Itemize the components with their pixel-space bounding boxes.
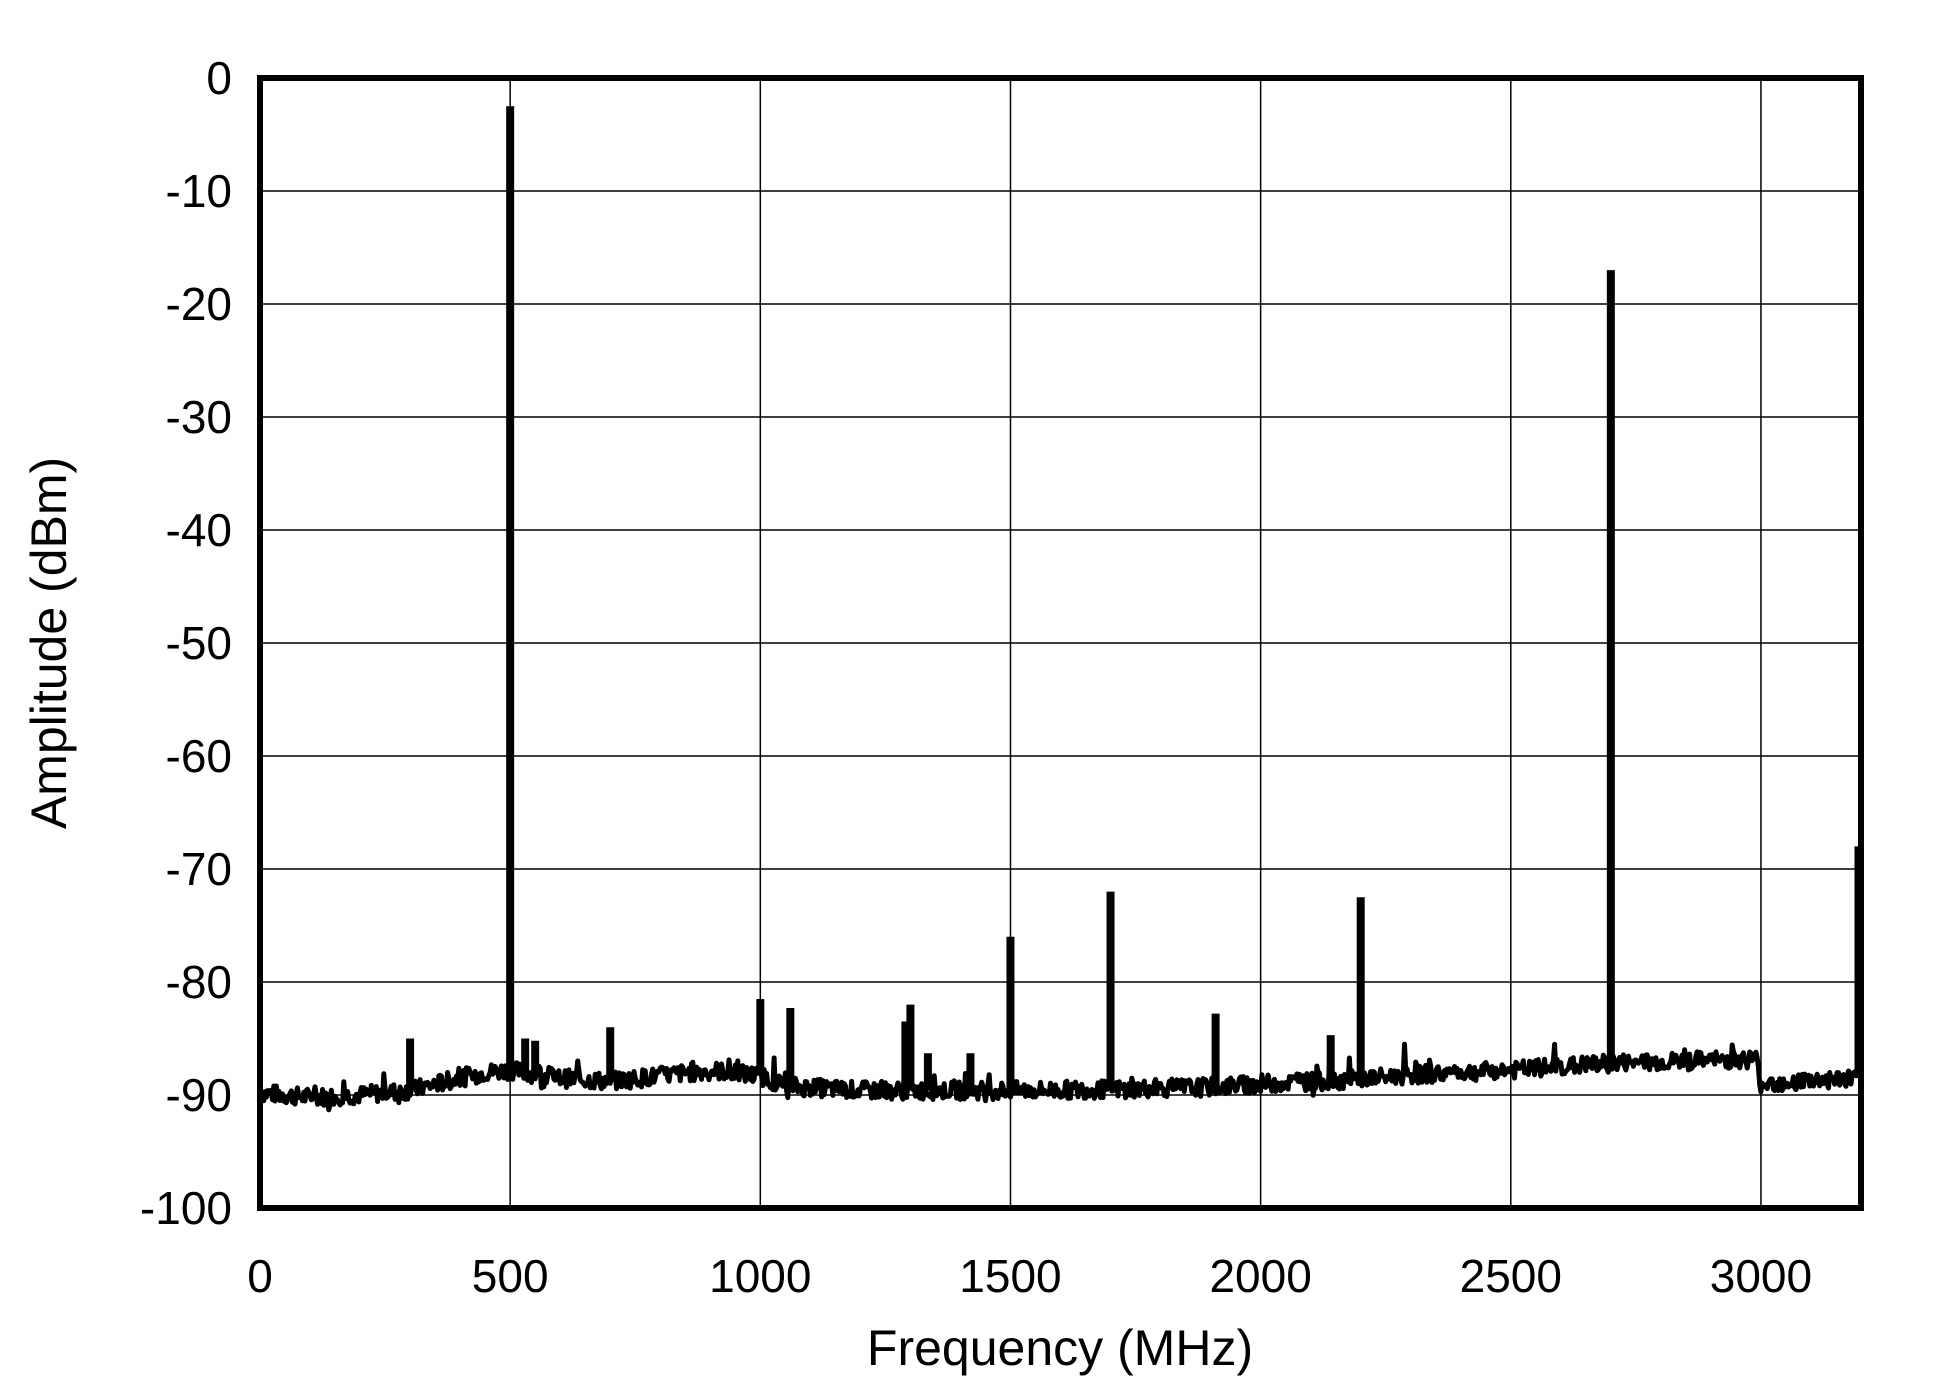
x-tick-label: 0 [247,1250,273,1302]
y-tick-label: -30 [166,391,232,443]
x-tick-label: 2500 [1460,1250,1562,1302]
x-axis-title: Frequency (MHz) [867,1320,1253,1376]
y-tick-label: -50 [166,617,232,669]
y-tick-label: -60 [166,730,232,782]
y-tick-label: -90 [166,1069,232,1121]
x-tick-label: 1000 [709,1250,811,1302]
spectral-peaks-group [406,106,1863,1091]
spectrum-trace-group [257,1041,1864,1113]
y-axis-ticks: 0 -10 -20 -30 -40 -50 -60 -70 -80 -90 -100 [140,52,232,1234]
y-tick-label: -100 [140,1182,232,1234]
y-tick-label: -20 [166,278,232,330]
plot-frame [257,75,1864,1211]
y-axis-title: Amplitude (dBm) [21,457,77,829]
y-tick-label: -80 [166,956,232,1008]
grid [259,77,1861,1209]
y-tick-label: -10 [166,165,232,217]
x-tick-label: 2000 [1209,1250,1311,1302]
y-tick-label: 0 [206,52,232,104]
x-tick-label: 500 [472,1250,549,1302]
x-tick-label: 3000 [1710,1250,1812,1302]
y-tick-label: -40 [166,504,232,556]
y-tick-label: -70 [166,843,232,895]
x-tick-label: 1500 [959,1250,1061,1302]
noise-floor-trace [257,1041,1864,1113]
x-axis-ticks: 0 500 1000 1500 2000 2500 3000 [247,1250,1812,1302]
